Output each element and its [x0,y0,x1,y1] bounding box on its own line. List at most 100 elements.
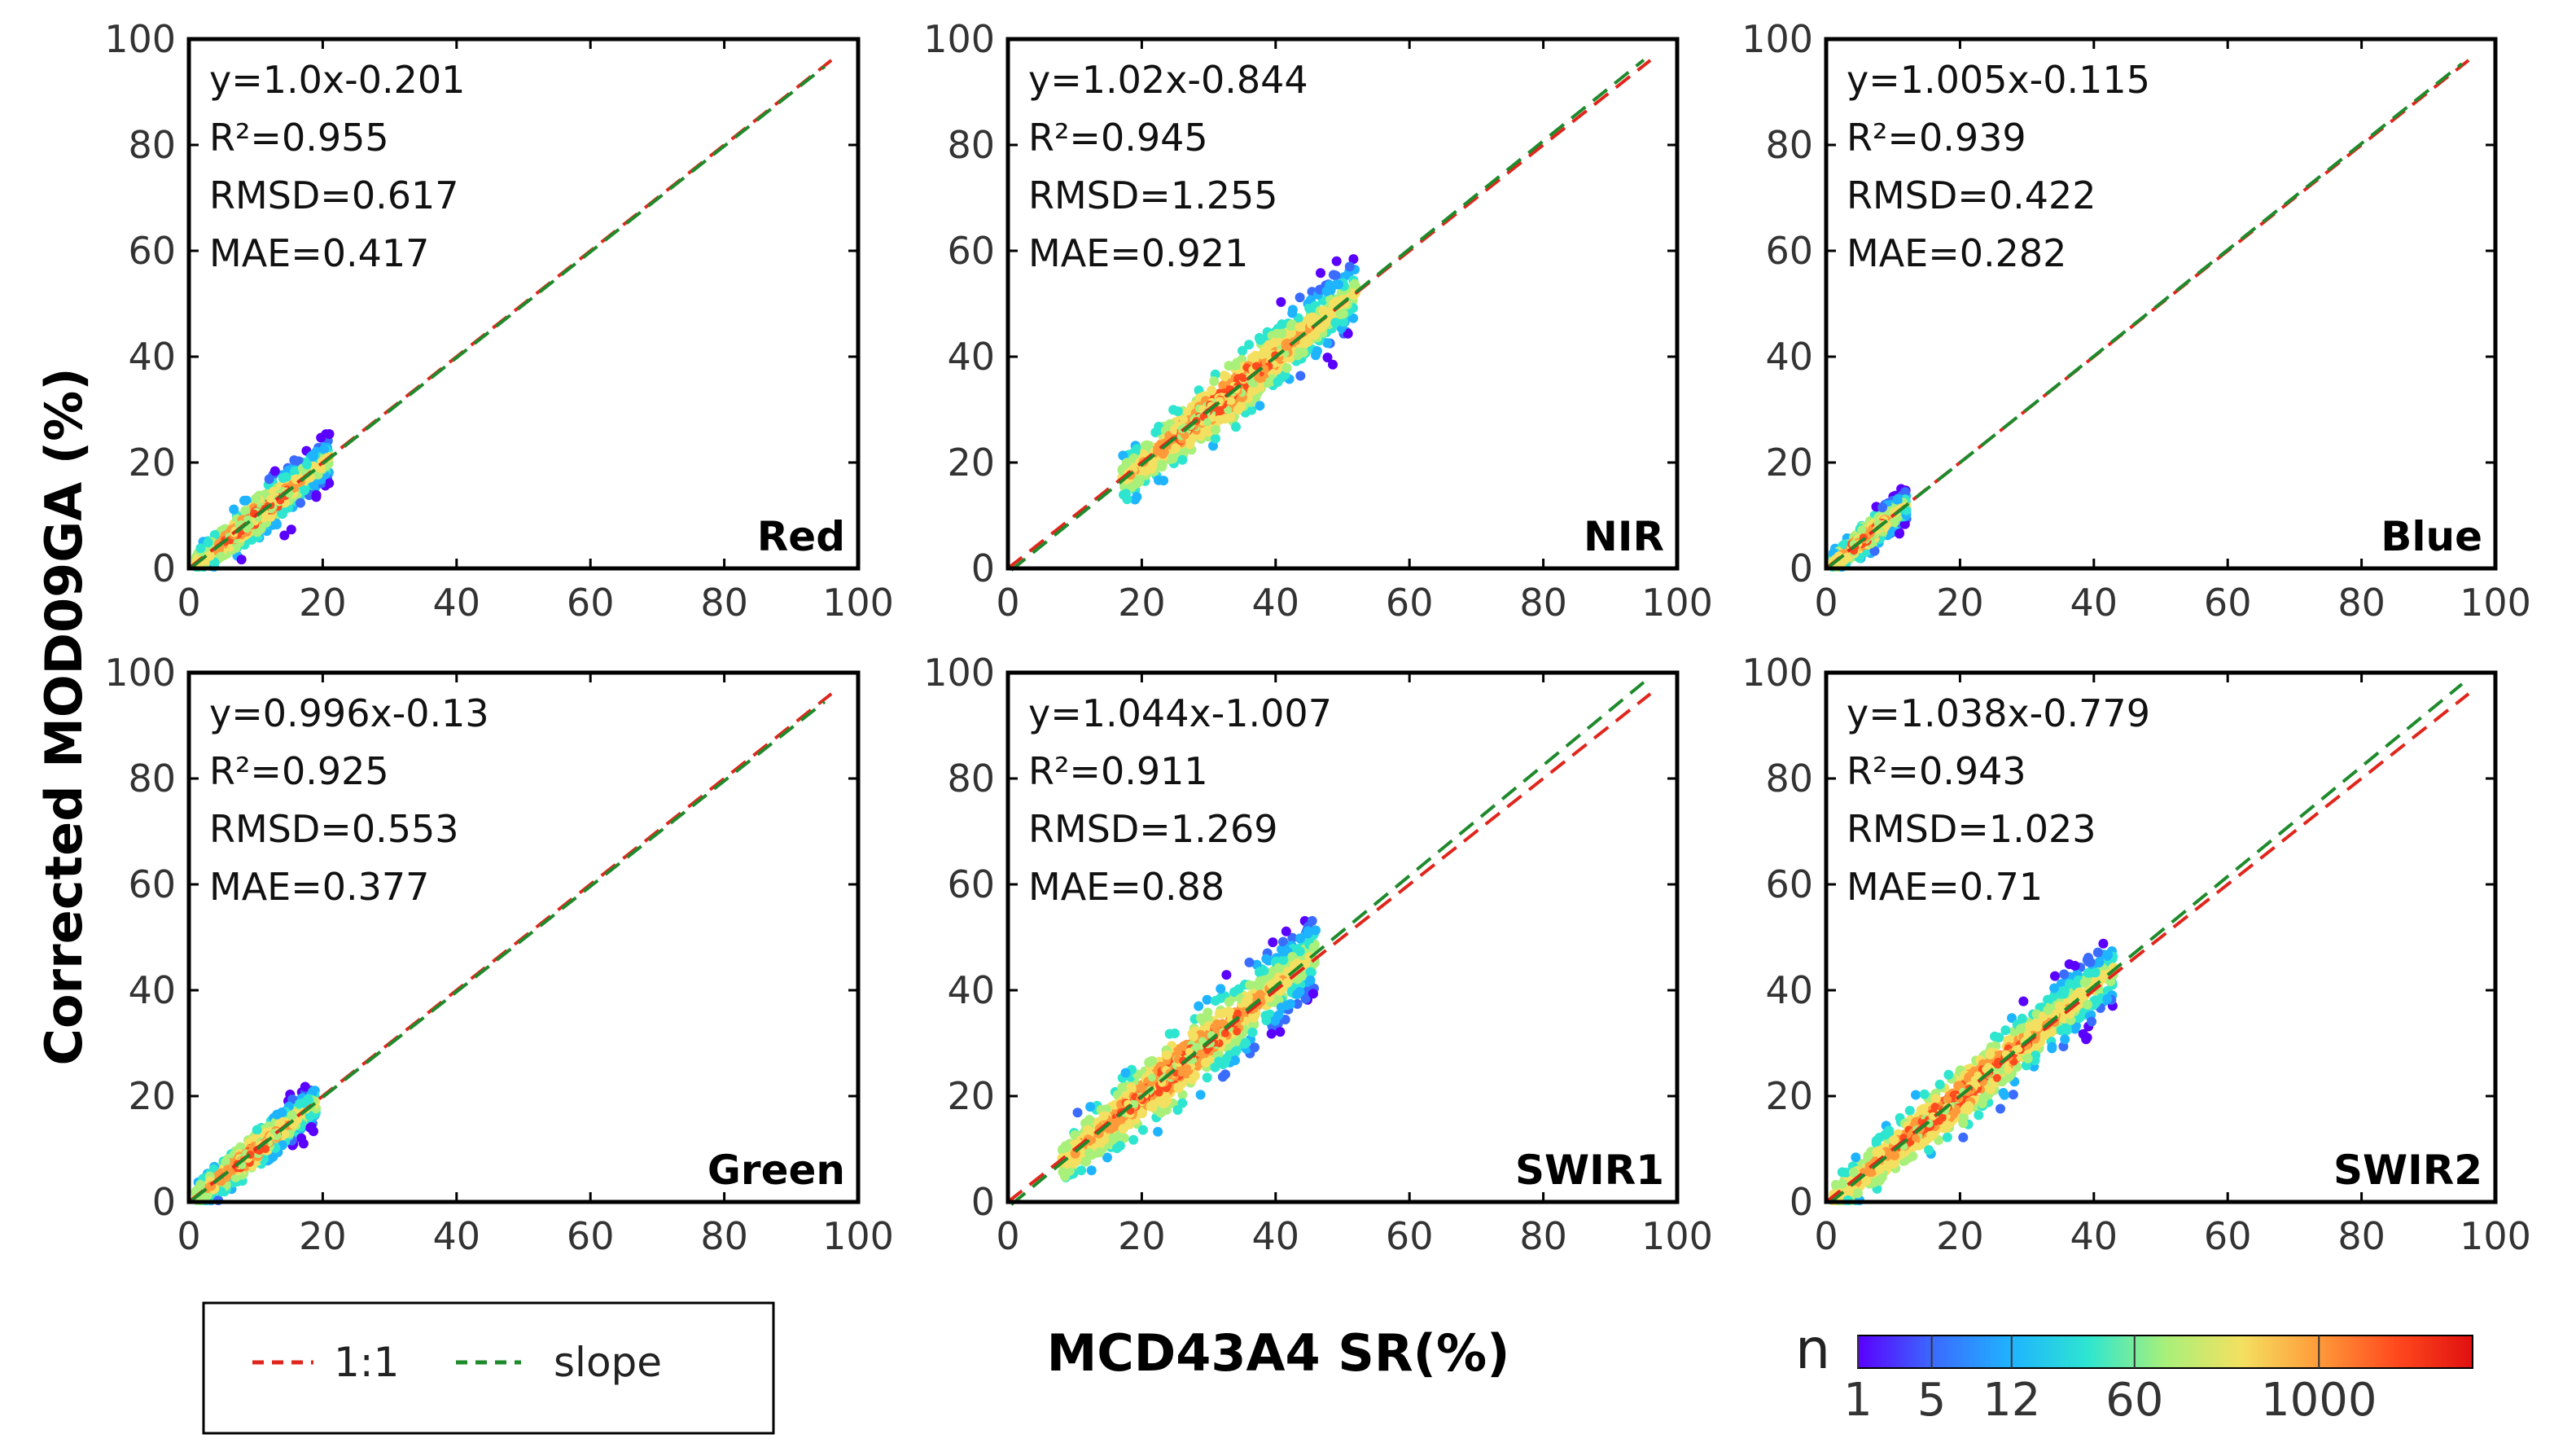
y-tick-label: 40 [947,335,995,379]
data-point [319,444,330,454]
data-point [1255,401,1265,411]
x-tick-label: 80 [2337,581,2385,625]
data-point [1295,371,1306,381]
y-tick-label: 20 [947,441,995,485]
data-point [1072,1107,1083,1118]
stat-annotation: MAE=0.377 [209,865,429,909]
x-tick-label: 20 [1936,581,1984,625]
data-point [1286,321,1296,331]
stat-annotation: y=1.005x-0.115 [1847,58,2150,102]
y-axis-label: Corrected MOD09GA (%) [34,367,94,1065]
y-tick-label: 20 [128,1074,176,1118]
data-point [304,1094,313,1105]
data-point [1281,926,1291,936]
data-point [1273,377,1283,387]
x-tick-label: 100 [2460,581,2531,625]
band-label: Blue [2381,513,2482,560]
data-point-core [1180,415,1188,424]
x-tick-label: 40 [2070,581,2118,625]
data-point [1244,340,1255,350]
data-point [1207,385,1217,396]
x-tick-label: 80 [700,1214,748,1258]
y-tick-label: 0 [971,546,995,590]
data-point [1310,330,1320,340]
stat-annotation: R²=0.955 [209,116,389,160]
x-tick-label: 40 [1252,581,1300,625]
data-point [309,480,319,490]
data-point [216,551,226,562]
data-point [271,520,282,530]
band-label: Green [708,1147,845,1194]
data-point [1343,328,1353,339]
data-point [290,466,300,476]
x-tick-label: 80 [1519,581,1567,625]
y-tick-label: 100 [104,651,176,695]
data-point [1321,286,1332,296]
data-point [300,485,310,495]
x-tick-label: 60 [567,581,615,625]
data-point [1128,1134,1139,1145]
data-point [311,489,322,500]
data-point [281,471,291,482]
panel-blue: 0 20 40 60 80 100020406080100y=1.005x-0.115R²… [1741,17,2531,625]
data-point-core [266,494,275,503]
data-point [1209,376,1220,387]
stat-annotation: MAE=0.282 [1847,231,2066,275]
y-tick-label: 100 [923,17,995,61]
data-point [1221,970,1232,980]
data-point [1147,1055,1157,1066]
data-point [239,495,249,506]
band-label: NIR [1584,513,1664,560]
data-point [1231,422,1241,432]
y-tick-label: 100 [1741,17,1813,61]
data-point [203,537,213,548]
data-point [1338,309,1348,319]
data-point [324,478,335,489]
data-point [1331,279,1342,290]
y-tick-label: 60 [1765,229,1813,273]
data-point [269,466,280,476]
y-tick-label: 20 [128,441,176,485]
data-point [1194,1001,1204,1011]
data-point [1349,279,1360,289]
stat-annotation: R²=0.939 [1847,116,2026,160]
data-point [1277,319,1287,330]
x-tick-label: 60 [567,1214,615,1258]
data-point [1295,322,1305,332]
stat-annotation: MAE=0.417 [209,231,429,275]
data-point [1233,405,1243,415]
data-point [1330,318,1341,328]
panel-swir1: 0 20 40 60 80 100020406080100y=1.044x-1.007R²… [923,651,1713,1258]
stat-annotation: y=0.996x-0.13 [209,691,489,735]
x-tick-label: 80 [700,581,748,625]
data-point [287,1110,297,1121]
slope-line [191,65,826,568]
data-point [1255,335,1265,345]
data-point [1316,268,1325,279]
stat-annotation: RMSD=1.255 [1028,173,1278,217]
data-point [1169,1029,1180,1038]
data-point-core [1227,397,1236,406]
x-tick-label: 0 [1814,581,1838,625]
data-point [229,504,239,515]
data-point [1142,440,1153,450]
data-point [1177,454,1188,465]
data-point [308,451,318,461]
data-point [1157,460,1168,471]
scatter-points [1117,254,1361,505]
x-tick-label: 20 [299,581,347,625]
x-tick-label: 60 [1386,581,1434,625]
axes-frame [186,37,861,571]
band-label: Red [757,513,845,560]
y-tick-label: 80 [128,123,176,167]
data-point [1318,305,1329,316]
data-point [1264,340,1274,350]
stat-annotation: RMSD=0.617 [209,173,459,217]
stat-annotation: RMSD=0.553 [209,807,459,851]
data-point [1277,328,1287,339]
y-tick-label: 0 [152,1180,176,1224]
data-point [1211,424,1221,435]
y-tick-label: 80 [947,123,995,167]
data-point [1328,359,1338,370]
